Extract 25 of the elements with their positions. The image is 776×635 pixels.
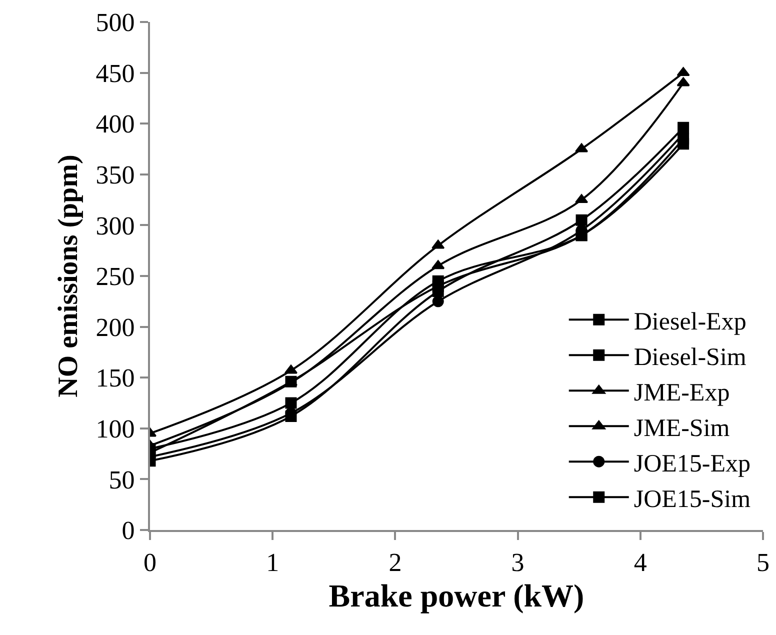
y-tick-label: 200 xyxy=(96,312,135,342)
legend-label: JOE15-Exp xyxy=(634,450,751,478)
y-tick-label: 250 xyxy=(96,262,135,292)
y-tick-label: 100 xyxy=(96,414,135,444)
x-tick-label: 2 xyxy=(388,548,402,578)
y-tick-label: 500 xyxy=(96,8,135,38)
y-tick-label: 400 xyxy=(96,110,135,139)
x-tick-label: 1 xyxy=(266,548,280,578)
x-tick-label: 5 xyxy=(756,548,770,578)
y-axis-title: NO emissions (ppm) xyxy=(53,154,84,398)
y-tick-label: 350 xyxy=(96,160,135,190)
y-tick-label: 150 xyxy=(96,364,135,393)
legend-label: Diesel-Exp xyxy=(634,308,746,336)
y-tick-label: 50 xyxy=(108,465,135,494)
x-tick-label: 4 xyxy=(634,548,647,578)
y-tick-label: 0 xyxy=(122,516,135,546)
y-tick-label: 450 xyxy=(96,58,135,88)
legend-label: JOE15-Sim xyxy=(634,486,752,513)
legend-label: JME-Sim xyxy=(634,414,730,442)
y-tick-label: 300 xyxy=(96,211,135,240)
x-tick-label: 3 xyxy=(511,548,524,578)
legend-label: Diesel-Sim xyxy=(634,344,747,371)
x-axis-title: Brake power (kW) xyxy=(328,578,584,614)
legend-label: JME-Exp xyxy=(634,379,730,406)
x-tick-label: 0 xyxy=(144,548,156,578)
